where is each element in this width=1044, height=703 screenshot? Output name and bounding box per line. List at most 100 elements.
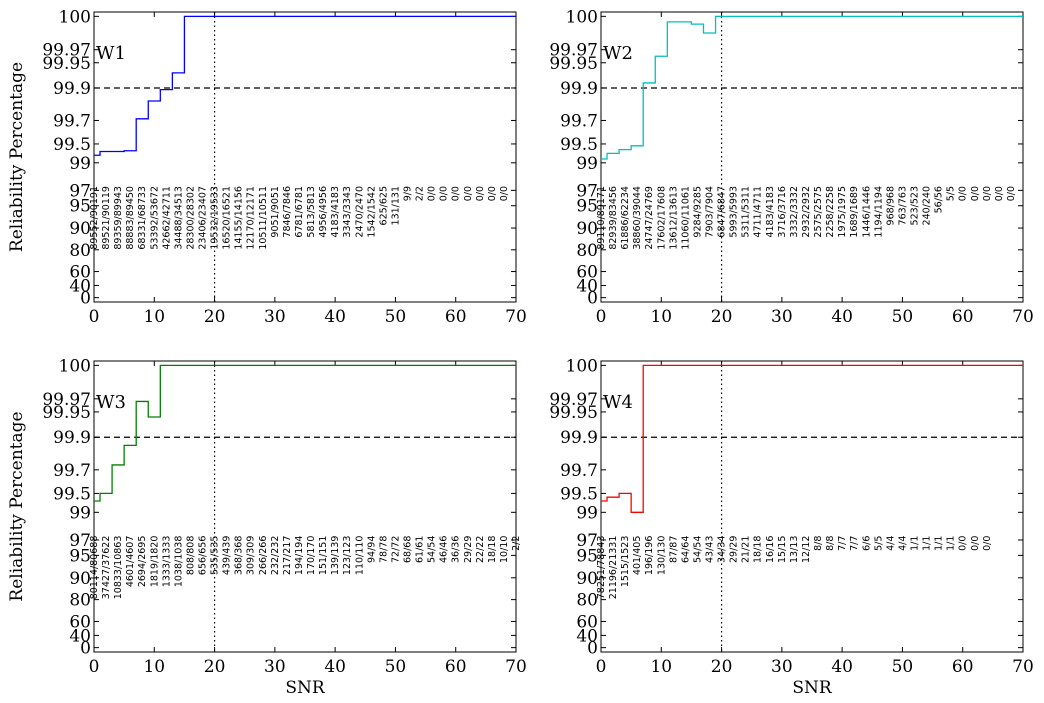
count-label: 36/36 [451, 536, 462, 563]
x-tick-label: 10 [650, 307, 672, 327]
count-label: 368/368 [234, 536, 245, 575]
count-label: 5/5 [946, 186, 957, 201]
x-tick-label: 30 [771, 657, 793, 677]
count-label: 4/4 [897, 536, 908, 551]
x-tick-label: 30 [771, 307, 793, 327]
x-tick-label: 0 [596, 307, 607, 327]
count-label: 23406/23407 [198, 186, 209, 250]
y-tick-label: 80 [576, 241, 598, 261]
count-label: 11060/11061 [680, 186, 691, 250]
count-label: 89110/89171 [596, 186, 607, 250]
count-label: 89552/90191 [89, 186, 100, 250]
count-label: 29/29 [729, 536, 740, 563]
count-label: 266/266 [258, 536, 269, 575]
y-tick-label: 0 [587, 289, 598, 309]
y-tick-label: 99.7 [560, 111, 598, 131]
count-label: 12/12 [801, 536, 812, 563]
count-label: 43/43 [705, 536, 716, 563]
count-label: 78/78 [378, 536, 389, 563]
y-tick-label: 60 [69, 263, 91, 283]
x-tick-label: 50 [892, 657, 914, 677]
count-label: 4956/4956 [318, 186, 329, 238]
count-label: 2/2 [415, 186, 426, 201]
y-tick-label: 0 [80, 639, 91, 659]
count-label: 110/110 [354, 536, 365, 575]
count-label: 4/4 [885, 536, 896, 551]
y-tick-label: 99.5 [560, 484, 598, 504]
y-tick-label: 99.7 [560, 461, 598, 481]
count-label: 10511/10511 [258, 186, 269, 250]
plot-frame [600, 360, 1024, 653]
count-label: 46/46 [439, 536, 450, 563]
count-label: 72/72 [390, 536, 401, 563]
count-label: 1689/1689 [849, 186, 860, 238]
count-label: 3343/3343 [342, 186, 353, 238]
x-tick-label: 60 [445, 657, 467, 677]
count-label: 9/9 [402, 186, 413, 201]
count-label: 0/0 [994, 186, 1005, 201]
count-label: 54/54 [427, 536, 438, 563]
count-label: 0/0 [982, 186, 993, 201]
count-label: 2470/2470 [354, 186, 365, 238]
count-label: 12170/12171 [246, 186, 257, 250]
y-tick-label: 95 [576, 546, 598, 566]
panel-label: W4 [603, 392, 633, 413]
y-tick-label: 100 [566, 356, 598, 376]
reliability-series-line [94, 364, 516, 502]
count-label: 37427/37622 [101, 536, 112, 600]
count-label: 0/0 [463, 186, 474, 201]
count-label: 5/5 [873, 536, 884, 551]
count-label: 5813/5813 [306, 186, 317, 238]
y-tick-label: 99.5 [53, 484, 91, 504]
count-label: 0/0 [475, 186, 486, 201]
count-label: 0/0 [487, 186, 498, 201]
y-tick-label: 99.9 [53, 428, 91, 448]
x-tick-label: 70 [1012, 307, 1034, 327]
count-label: 10/10 [499, 536, 510, 563]
count-label: 309/309 [246, 536, 257, 575]
count-label: 6847/6847 [717, 186, 728, 238]
y-tick-label: 99 [69, 503, 91, 523]
count-label: 6/6 [861, 536, 872, 551]
y-tick-label: 97 [576, 531, 598, 551]
x-tick-label: 70 [505, 307, 527, 327]
count-label: 68/68 [402, 536, 413, 563]
count-label: 5993/5993 [729, 186, 740, 238]
y-tick-label: 99 [576, 503, 598, 523]
count-label: 763/763 [897, 186, 908, 225]
x-tick-label: 40 [831, 307, 853, 327]
y-tick-label: 99.9 [560, 79, 598, 99]
count-label: 17602/17608 [656, 186, 667, 250]
count-label: 1542/1542 [366, 186, 377, 238]
count-label: 0/0 [970, 186, 981, 201]
y-tick-label: 80 [576, 591, 598, 611]
x-axis-title: SNR [285, 678, 326, 698]
count-label: 8/8 [825, 536, 836, 551]
y-tick-label: 60 [576, 263, 598, 283]
count-label: 523/523 [909, 186, 920, 225]
chart-panel-4: 04060809095979999.599.799.999.9599.97100… [549, 356, 1033, 698]
count-label: 1975/1975 [837, 186, 848, 238]
x-tick-label: 30 [264, 657, 286, 677]
panel-label: W1 [96, 43, 126, 64]
y-tick-label: 95 [69, 197, 91, 217]
plot-frame [93, 11, 517, 303]
x-tick-label: 10 [143, 657, 165, 677]
count-label: 61/61 [415, 536, 426, 563]
count-label: 1333/1333 [161, 536, 172, 588]
count-label: 10833/10863 [113, 536, 124, 600]
count-label: 3332/3332 [789, 186, 800, 238]
count-label: 0/0 [982, 536, 993, 551]
y-tick-label: 90 [69, 569, 91, 589]
count-label: 401/405 [632, 536, 643, 575]
y-tick-label: 40 [69, 276, 91, 296]
count-label: 82939/83456 [608, 186, 619, 250]
count-label: 87/87 [668, 536, 679, 563]
count-label: 123/123 [342, 536, 353, 575]
count-label: 21196/21331 [608, 536, 619, 600]
count-label: 240/240 [922, 186, 933, 225]
count-label: 968/968 [885, 186, 896, 225]
count-label: 7/7 [849, 536, 860, 551]
y-axis-title: Reliability Percentage [7, 62, 27, 252]
